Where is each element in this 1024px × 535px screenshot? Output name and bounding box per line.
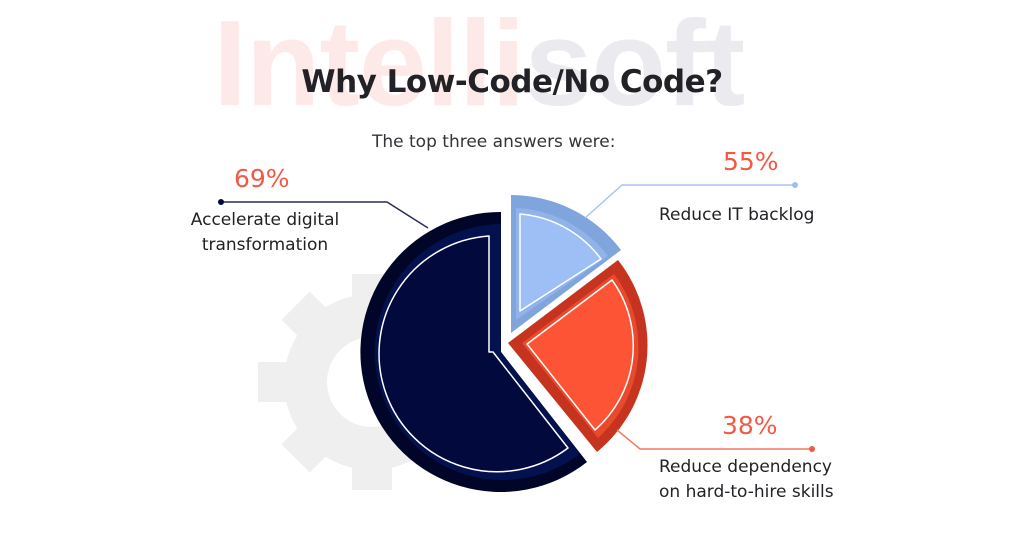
page-title: Why Low-Code/No Code?	[301, 64, 723, 100]
watermark-part-2: soft	[524, 0, 746, 131]
label-reduce-it-backlog: Reduce IT backlog	[659, 203, 814, 228]
percent-reduce-dependency: 38%	[722, 411, 778, 440]
label-line: Reduce dependency	[659, 457, 832, 477]
slice-reduce-dependency	[508, 260, 648, 452]
connector-reduce-it-backlog	[584, 182, 798, 219]
label-reduce-dependency: Reduce dependency on hard-to-hire skills	[659, 455, 834, 505]
chart-subtitle: The top three answers were:	[372, 132, 616, 152]
label-line: on hard-to-hire skills	[659, 482, 834, 502]
connector-reduce-dependency	[616, 429, 815, 452]
label-line: Reduce IT backlog	[659, 205, 815, 225]
label-line: transformation	[201, 235, 329, 255]
percent-reduce-it-backlog: 55%	[723, 147, 779, 176]
slice-accelerate-digital-transformation	[360, 211, 587, 492]
connector-accelerate	[218, 199, 429, 229]
label-accelerate: Accelerate digital transformation	[177, 208, 353, 258]
label-line: Accelerate digital	[190, 210, 340, 230]
slice-reduce-it-backlog	[511, 195, 621, 333]
brand-watermark: Intellisoft	[213, 2, 745, 124]
watermark-part-1: Intelli	[213, 0, 526, 131]
percent-accelerate: 69%	[234, 164, 290, 193]
